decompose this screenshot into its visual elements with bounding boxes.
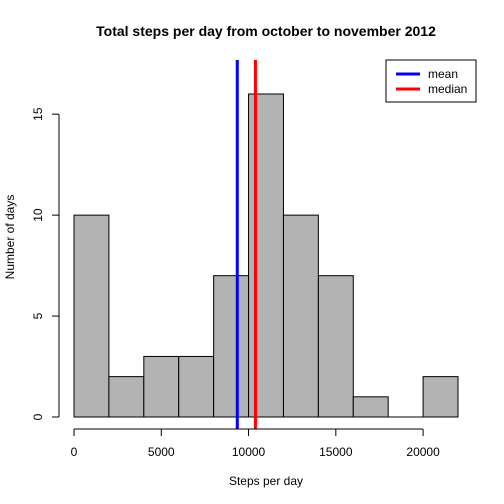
histogram-bar	[108, 376, 145, 418]
histogram-bar	[282, 214, 319, 418]
histogram-bar	[73, 214, 110, 418]
x-axis-label: Steps per day	[229, 474, 303, 488]
legend-label-mean: mean	[428, 67, 458, 81]
legend-label-median: median	[428, 82, 467, 96]
histogram-bar	[178, 355, 215, 418]
y-tick-label: 5	[31, 312, 45, 319]
y-axis-label: Number of days	[3, 195, 17, 280]
y-tick-label: 10	[31, 208, 45, 222]
y-tick-label: 0	[31, 413, 45, 420]
x-axis: 0 5000 10000 15000 20000	[71, 428, 440, 459]
x-tick-label: 0	[71, 445, 78, 459]
reference-lines-group	[235, 60, 257, 429]
histogram-bar	[317, 275, 354, 418]
x-tick-label: 20000	[406, 445, 440, 459]
y-tick-label: 15	[31, 107, 45, 121]
x-tick-label: 15000	[319, 445, 353, 459]
y-axis: 0 5 10 15	[31, 107, 60, 420]
histogram-bar	[248, 93, 284, 418]
histogram-bar	[213, 275, 250, 418]
legend-box	[385, 59, 477, 103]
x-tick-label: 10000	[232, 445, 266, 459]
histogram-bar	[422, 376, 459, 418]
histogram-bar	[143, 355, 180, 418]
chart-title: Total steps per day from october to nove…	[96, 23, 436, 39]
histogram-bar	[352, 396, 389, 418]
bars-group	[73, 93, 459, 418]
x-tick-label: 5000	[148, 445, 175, 459]
